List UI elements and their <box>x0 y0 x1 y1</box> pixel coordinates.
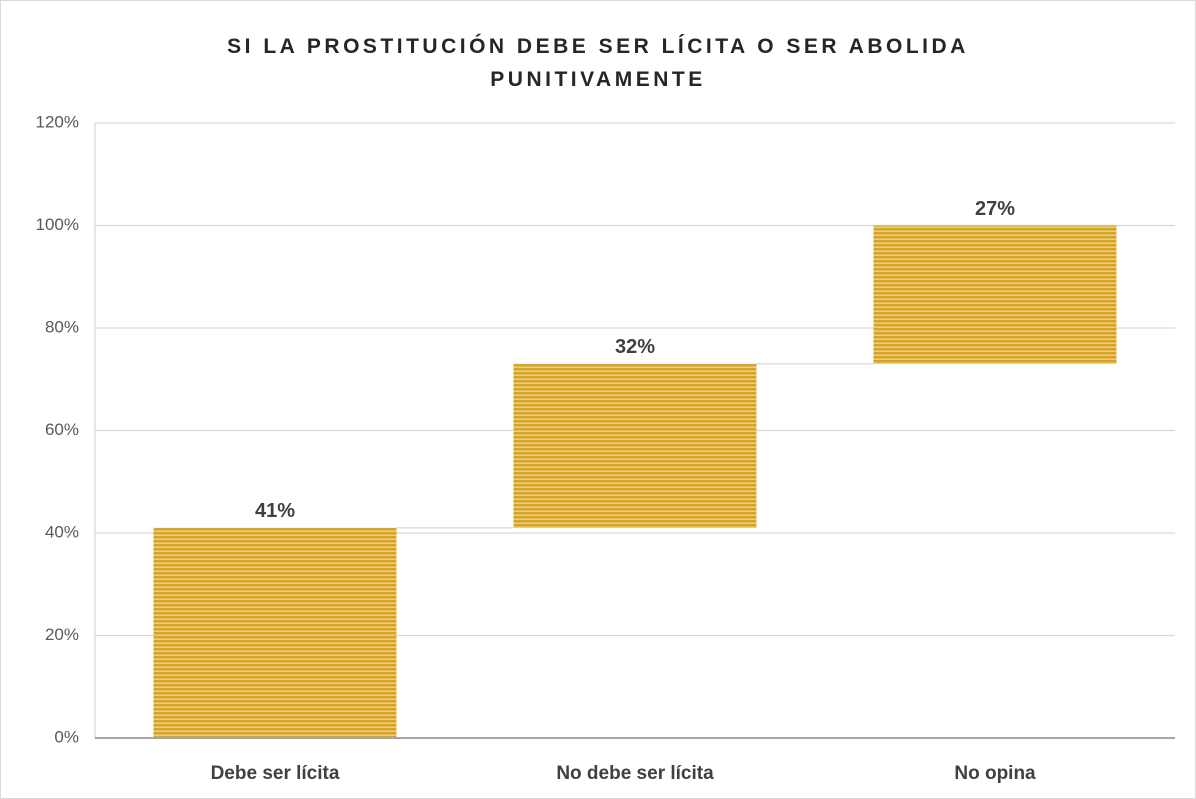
data-label: 41% <box>255 500 295 522</box>
y-tick-label: 100% <box>36 215 79 234</box>
y-tick-label: 0% <box>54 727 79 746</box>
y-tick-label: 80% <box>45 317 79 336</box>
y-tick-label: 20% <box>45 625 79 644</box>
bar-texture <box>873 225 1117 364</box>
x-tick-label: Debe ser lícita <box>211 763 340 784</box>
x-tick-label: No opina <box>954 763 1036 784</box>
bar-texture <box>513 363 757 528</box>
data-label: 32% <box>615 336 655 358</box>
data-label: 27% <box>975 198 1015 220</box>
y-tick-label: 120% <box>36 112 79 131</box>
y-tick-label: 40% <box>45 522 79 541</box>
x-tick-label: No debe ser lícita <box>556 763 714 784</box>
y-tick-label: 60% <box>45 420 79 439</box>
chart-title: SI LA PROSTITUCIÓN DEBE SER LÍCITA O SER… <box>227 35 969 91</box>
bar-texture <box>153 527 397 738</box>
